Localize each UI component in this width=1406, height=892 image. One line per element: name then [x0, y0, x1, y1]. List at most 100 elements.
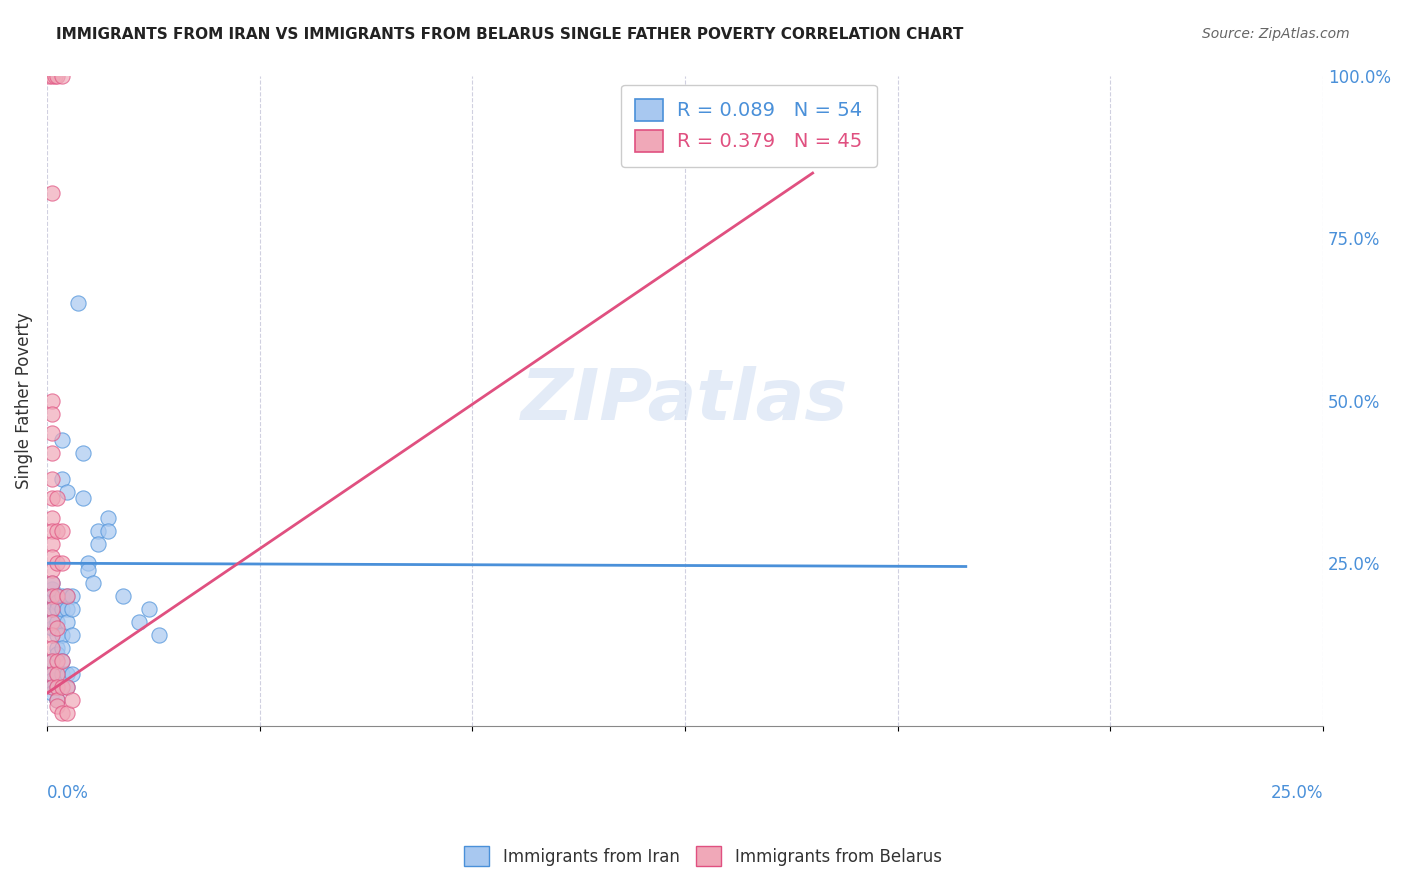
Immigrants from Iran: [46, 595, 69, 609]
Immigrants from Iran: [148, 628, 170, 642]
Immigrants from Iran: [41, 575, 63, 590]
Immigrants from Iran: [51, 640, 73, 655]
Immigrants from Iran: [41, 582, 63, 597]
Immigrants from Iran: [51, 654, 73, 668]
Immigrants from Iran: [41, 589, 63, 603]
Immigrants from Belarus: [41, 472, 63, 486]
Immigrants from Belarus: [51, 524, 73, 538]
Immigrants from Belarus: [41, 491, 63, 506]
Immigrants from Iran: [41, 666, 63, 681]
Immigrants from Iran: [62, 628, 84, 642]
Immigrants from Iran: [46, 666, 69, 681]
Immigrants from Iran: [41, 601, 63, 615]
Immigrants from Iran: [87, 537, 110, 551]
Immigrants from Belarus: [46, 666, 69, 681]
Text: Source: ZipAtlas.com: Source: ZipAtlas.com: [1202, 27, 1350, 41]
Immigrants from Iran: [76, 563, 98, 577]
Immigrants from Iran: [51, 601, 73, 615]
Immigrants from Belarus: [44, 69, 66, 83]
Immigrants from Iran: [56, 589, 79, 603]
Immigrants from Belarus: [51, 706, 73, 720]
Immigrants from Iran: [46, 680, 69, 694]
Immigrants from Iran: [112, 589, 135, 603]
Immigrants from Belarus: [41, 654, 63, 668]
Immigrants from Iran: [56, 484, 79, 499]
Immigrants from Belarus: [41, 524, 63, 538]
Immigrants from Iran: [72, 491, 94, 506]
Immigrants from Belarus: [41, 393, 63, 408]
Legend: Immigrants from Iran, Immigrants from Belarus: Immigrants from Iran, Immigrants from Be…: [456, 838, 950, 875]
Legend: R = 0.089   N = 54, R = 0.379   N = 45: R = 0.089 N = 54, R = 0.379 N = 45: [621, 85, 877, 167]
Immigrants from Iran: [97, 524, 120, 538]
Immigrants from Iran: [56, 601, 79, 615]
Immigrants from Iran: [41, 621, 63, 635]
Immigrants from Iran: [46, 693, 69, 707]
Immigrants from Iran: [56, 615, 79, 629]
Immigrants from Belarus: [41, 69, 63, 83]
Immigrants from Belarus: [41, 549, 63, 564]
Y-axis label: Single Father Poverty: Single Father Poverty: [15, 312, 32, 489]
Immigrants from Belarus: [41, 537, 63, 551]
Text: IMMIGRANTS FROM IRAN VS IMMIGRANTS FROM BELARUS SINGLE FATHER POVERTY CORRELATIO: IMMIGRANTS FROM IRAN VS IMMIGRANTS FROM …: [56, 27, 963, 42]
Immigrants from Iran: [56, 680, 79, 694]
Immigrants from Belarus: [41, 640, 63, 655]
Immigrants from Belarus: [51, 654, 73, 668]
Immigrants from Iran: [41, 595, 63, 609]
Immigrants from Belarus: [56, 706, 79, 720]
Immigrants from Belarus: [41, 510, 63, 524]
Immigrants from Iran: [82, 575, 104, 590]
Immigrants from Belarus: [41, 575, 63, 590]
Immigrants from Iran: [138, 601, 160, 615]
Immigrants from Belarus: [41, 589, 63, 603]
Immigrants from Belarus: [51, 556, 73, 570]
Immigrants from Belarus: [51, 69, 73, 83]
Immigrants from Iran: [51, 628, 73, 642]
Immigrants from Iran: [46, 648, 69, 662]
Immigrants from Belarus: [46, 491, 69, 506]
Immigrants from Belarus: [46, 693, 69, 707]
Immigrants from Belarus: [46, 699, 69, 714]
Immigrants from Belarus: [41, 601, 63, 615]
Text: ZIPatlas: ZIPatlas: [522, 367, 849, 435]
Immigrants from Iran: [62, 589, 84, 603]
Immigrants from Iran: [41, 686, 63, 700]
Immigrants from Iran: [128, 615, 150, 629]
Immigrants from Belarus: [46, 556, 69, 570]
Immigrants from Belarus: [41, 628, 63, 642]
Immigrants from Iran: [51, 472, 73, 486]
Immigrants from Iran: [87, 524, 110, 538]
Immigrants from Belarus: [46, 621, 69, 635]
Immigrants from Belarus: [56, 589, 79, 603]
Immigrants from Iran: [46, 615, 69, 629]
Immigrants from Belarus: [38, 69, 60, 83]
Immigrants from Belarus: [46, 69, 69, 83]
Immigrants from Iran: [51, 666, 73, 681]
Immigrants from Belarus: [62, 693, 84, 707]
Immigrants from Iran: [41, 673, 63, 688]
Immigrants from Belarus: [56, 680, 79, 694]
Immigrants from Iran: [46, 640, 69, 655]
Immigrants from Belarus: [41, 426, 63, 441]
Immigrants from Iran: [46, 589, 69, 603]
Immigrants from Belarus: [41, 666, 63, 681]
Immigrants from Belarus: [41, 407, 63, 421]
Immigrants from Iran: [51, 589, 73, 603]
Immigrants from Belarus: [46, 524, 69, 538]
Immigrants from Iran: [62, 666, 84, 681]
Immigrants from Belarus: [46, 589, 69, 603]
Immigrants from Iran: [56, 666, 79, 681]
Immigrants from Iran: [46, 601, 69, 615]
Immigrants from Belarus: [46, 680, 69, 694]
Immigrants from Belarus: [51, 680, 73, 694]
Immigrants from Belarus: [41, 680, 63, 694]
Immigrants from Belarus: [41, 186, 63, 200]
Immigrants from Belarus: [41, 615, 63, 629]
Immigrants from Iran: [41, 615, 63, 629]
Immigrants from Iran: [97, 510, 120, 524]
Immigrants from Belarus: [41, 563, 63, 577]
Text: 25.0%: 25.0%: [1271, 784, 1323, 802]
Immigrants from Iran: [66, 296, 89, 310]
Immigrants from Iran: [76, 556, 98, 570]
Immigrants from Iran: [41, 654, 63, 668]
Immigrants from Iran: [41, 680, 63, 694]
